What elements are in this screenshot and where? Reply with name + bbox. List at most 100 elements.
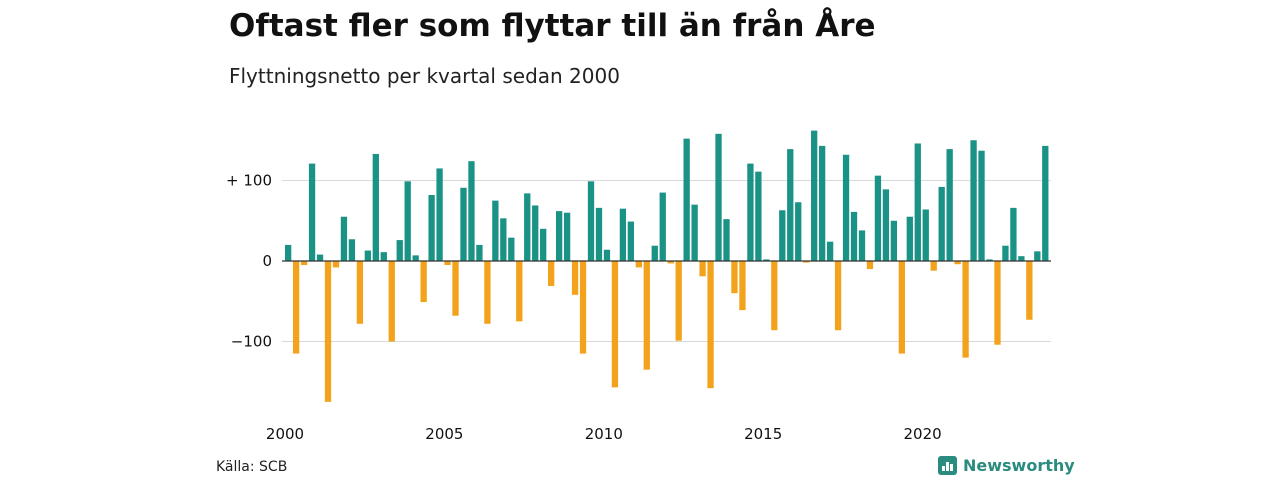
bar (715, 133, 722, 261)
bar (850, 211, 858, 261)
bar (316, 254, 324, 261)
bar (803, 261, 810, 263)
bar (970, 140, 977, 261)
bar (771, 261, 778, 331)
bar (372, 153, 379, 261)
bar (882, 189, 890, 261)
bar (755, 171, 762, 261)
bar (659, 192, 666, 261)
bar (635, 261, 642, 268)
bar (930, 261, 937, 271)
bar (978, 150, 985, 261)
bar (1002, 245, 1009, 261)
bar (524, 193, 531, 261)
bar (356, 261, 364, 324)
x-tick-label: 2005 (425, 425, 463, 443)
bar (667, 261, 674, 264)
bar (380, 252, 387, 262)
bar (938, 186, 945, 261)
bar (866, 261, 874, 270)
bar (818, 145, 826, 261)
bar (1042, 145, 1049, 261)
bar (779, 210, 786, 261)
bar (540, 228, 547, 261)
bar (292, 261, 300, 354)
bar (571, 261, 579, 295)
bar (300, 261, 308, 266)
bar (436, 168, 443, 262)
bar (763, 259, 770, 261)
bar (739, 261, 746, 311)
bar (492, 200, 499, 262)
bar (476, 244, 483, 261)
chart-title: Oftast fler som flyttar till än från Åre (229, 8, 876, 44)
bar (611, 261, 619, 388)
bar (340, 216, 348, 261)
bar (795, 202, 802, 262)
bar (627, 221, 635, 262)
bar (675, 261, 682, 341)
bar (1018, 256, 1025, 261)
bar (787, 149, 794, 261)
y-tick-labels: + 100 0 −100 (226, 172, 272, 351)
bar (532, 205, 539, 261)
bar (285, 244, 292, 261)
x-tick-label: 2015 (744, 425, 782, 443)
bar (811, 130, 818, 261)
bar (683, 138, 690, 261)
bar (906, 216, 913, 261)
bar (548, 261, 555, 286)
bar (874, 175, 882, 261)
bar (707, 261, 714, 389)
bar (516, 261, 523, 322)
x-tick-labels: 2000 2005 2010 2015 2020 (266, 425, 942, 443)
bar (444, 261, 451, 266)
bar (842, 154, 850, 261)
bar (1026, 261, 1033, 320)
y-tick-label: 0 (262, 252, 272, 270)
bar (412, 255, 419, 261)
bar (563, 212, 571, 261)
bar (500, 218, 507, 261)
bar (324, 261, 332, 402)
brand-name: Newsworthy (963, 456, 1075, 475)
bar (986, 259, 993, 261)
bar (508, 237, 515, 261)
newsworthy-logo-icon (938, 456, 957, 475)
bar (1010, 207, 1017, 261)
bar (332, 261, 340, 268)
bar (468, 161, 475, 261)
bar (1034, 251, 1041, 261)
bar (898, 261, 905, 354)
bar (404, 181, 411, 261)
brand-logo: Newsworthy (938, 456, 1075, 475)
bar (619, 208, 627, 262)
bar (603, 249, 611, 261)
bar (428, 194, 435, 261)
x-tick-label: 2000 (266, 425, 304, 443)
bar (348, 239, 356, 261)
bar (555, 211, 563, 261)
bar (994, 261, 1001, 345)
bar (420, 261, 427, 303)
x-tick-label: 2020 (904, 425, 942, 443)
bar (723, 219, 730, 261)
bar (579, 261, 587, 354)
bar (699, 261, 706, 277)
bar (826, 241, 834, 261)
bar (691, 204, 698, 261)
bar (460, 187, 467, 261)
bar (731, 261, 738, 294)
bar (890, 220, 898, 261)
bar (922, 209, 929, 261)
bar (858, 230, 866, 261)
bar (834, 261, 842, 331)
source-note: Källa: SCB (216, 459, 288, 475)
bar (388, 261, 395, 342)
bar (587, 181, 595, 261)
bar (962, 261, 969, 358)
bar (914, 143, 921, 261)
y-tick-label: + 100 (226, 172, 272, 190)
bar (308, 163, 316, 261)
